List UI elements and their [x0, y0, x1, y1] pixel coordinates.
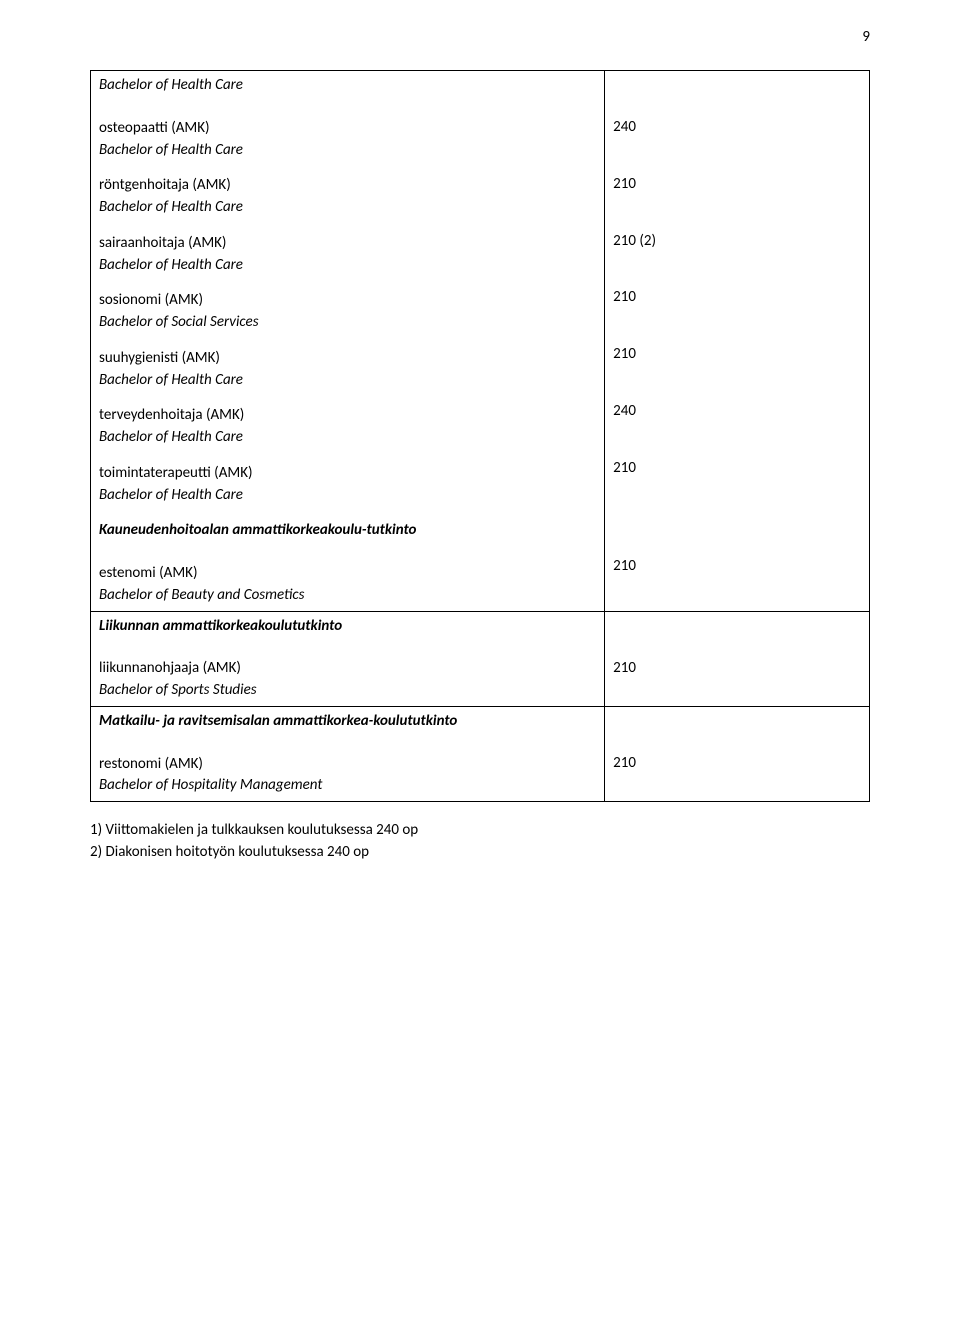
credit-value: 210 [613, 753, 861, 775]
group-heading: Matkailu- ja ravitsemisalan ammattikorke… [99, 711, 596, 733]
degree-title: suuhygienisti (AMK) [99, 348, 596, 370]
cell-left-2: Liikunnan ammattikorkeakoulututkinto lii… [91, 611, 605, 706]
credit-value: 210 [613, 287, 861, 309]
degree-entry: terveydenhoitaja (AMK) Bachelor of Healt… [99, 405, 596, 449]
group-heading: Kauneudenhoitoalan ammattikorkeakoulu-tu… [99, 520, 596, 542]
credit-value: 240 [613, 117, 861, 139]
credit-value: 210 [613, 174, 861, 196]
footnote-line: 1) Viittomakielen ja tulkkauksen koulutu… [90, 820, 870, 842]
degree-table: Bachelor of Health Care osteopaatti (AMK… [90, 70, 870, 802]
degree-title: terveydenhoitaja (AMK) [99, 405, 596, 427]
degree-subtitle: Bachelor of Beauty and Cosmetics [99, 585, 596, 607]
degree-entry: sairaanhoitaja (AMK) Bachelor of Health … [99, 233, 596, 277]
degree-subtitle: Bachelor of Health Care [99, 140, 596, 162]
table-row: Matkailu- ja ravitsemisalan ammattikorke… [91, 706, 870, 801]
degree-entry: sosionomi (AMK) Bachelor of Social Servi… [99, 290, 596, 334]
cell-left-3: Matkailu- ja ravitsemisalan ammattikorke… [91, 706, 605, 801]
degree-subtitle: Bachelor of Health Care [99, 197, 596, 219]
degree-subtitle: Bachelor of Health Care [99, 485, 596, 507]
page: 9 Bachelor of Health Care osteopaatti (A… [0, 0, 960, 1333]
credit-value: 210 [613, 458, 861, 480]
cell-right-3: 210 [605, 706, 870, 801]
degree-entry: toimintaterapeutti (AMK) Bachelor of Hea… [99, 463, 596, 507]
degree-entry: osteopaatti (AMK) Bachelor of Health Car… [99, 118, 596, 162]
leading-subtitle: Bachelor of Health Care [99, 75, 596, 97]
credit-value: 240 [613, 401, 861, 423]
degree-title: osteopaatti (AMK) [99, 118, 596, 140]
cell-left-1: Bachelor of Health Care osteopaatti (AMK… [91, 71, 605, 612]
degree-entry: röntgenhoitaja (AMK) Bachelor of Health … [99, 175, 596, 219]
degree-title: sosionomi (AMK) [99, 290, 596, 312]
degree-title: restonomi (AMK) [99, 754, 596, 776]
cell-right-1: 240 210 210 (2) 210 210 240 210 210 [605, 71, 870, 612]
degree-subtitle: Bachelor of Sports Studies [99, 680, 596, 702]
degree-title: sairaanhoitaja (AMK) [99, 233, 596, 255]
degree-title: liikunnanohjaaja (AMK) [99, 658, 596, 680]
group-heading: Liikunnan ammattikorkeakoulututkinto [99, 616, 596, 638]
page-number: 9 [862, 28, 870, 46]
table-row: Liikunnan ammattikorkeakoulututkinto lii… [91, 611, 870, 706]
footnotes: 1) Viittomakielen ja tulkkauksen koulutu… [90, 820, 870, 864]
degree-subtitle: Bachelor of Health Care [99, 255, 596, 277]
degree-title: toimintaterapeutti (AMK) [99, 463, 596, 485]
credit-value: 210 (2) [613, 231, 861, 253]
cell-right-2: 210 [605, 611, 870, 706]
degree-subtitle: Bachelor of Health Care [99, 370, 596, 392]
degree-subtitle: Bachelor of Social Services [99, 312, 596, 334]
degree-title: estenomi (AMK) [99, 563, 596, 585]
credit-value: 210 [613, 556, 861, 578]
credit-value: 210 [613, 344, 861, 366]
credit-value: 210 [613, 658, 861, 680]
degree-subtitle: Bachelor of Health Care [99, 427, 596, 449]
degree-title: röntgenhoitaja (AMK) [99, 175, 596, 197]
degree-subtitle: Bachelor of Hospitality Management [99, 775, 596, 797]
table-row: Bachelor of Health Care osteopaatti (AMK… [91, 71, 870, 612]
degree-entry: suuhygienisti (AMK) Bachelor of Health C… [99, 348, 596, 392]
footnote-line: 2) Diakonisen hoitotyön koulutuksessa 24… [90, 842, 870, 864]
